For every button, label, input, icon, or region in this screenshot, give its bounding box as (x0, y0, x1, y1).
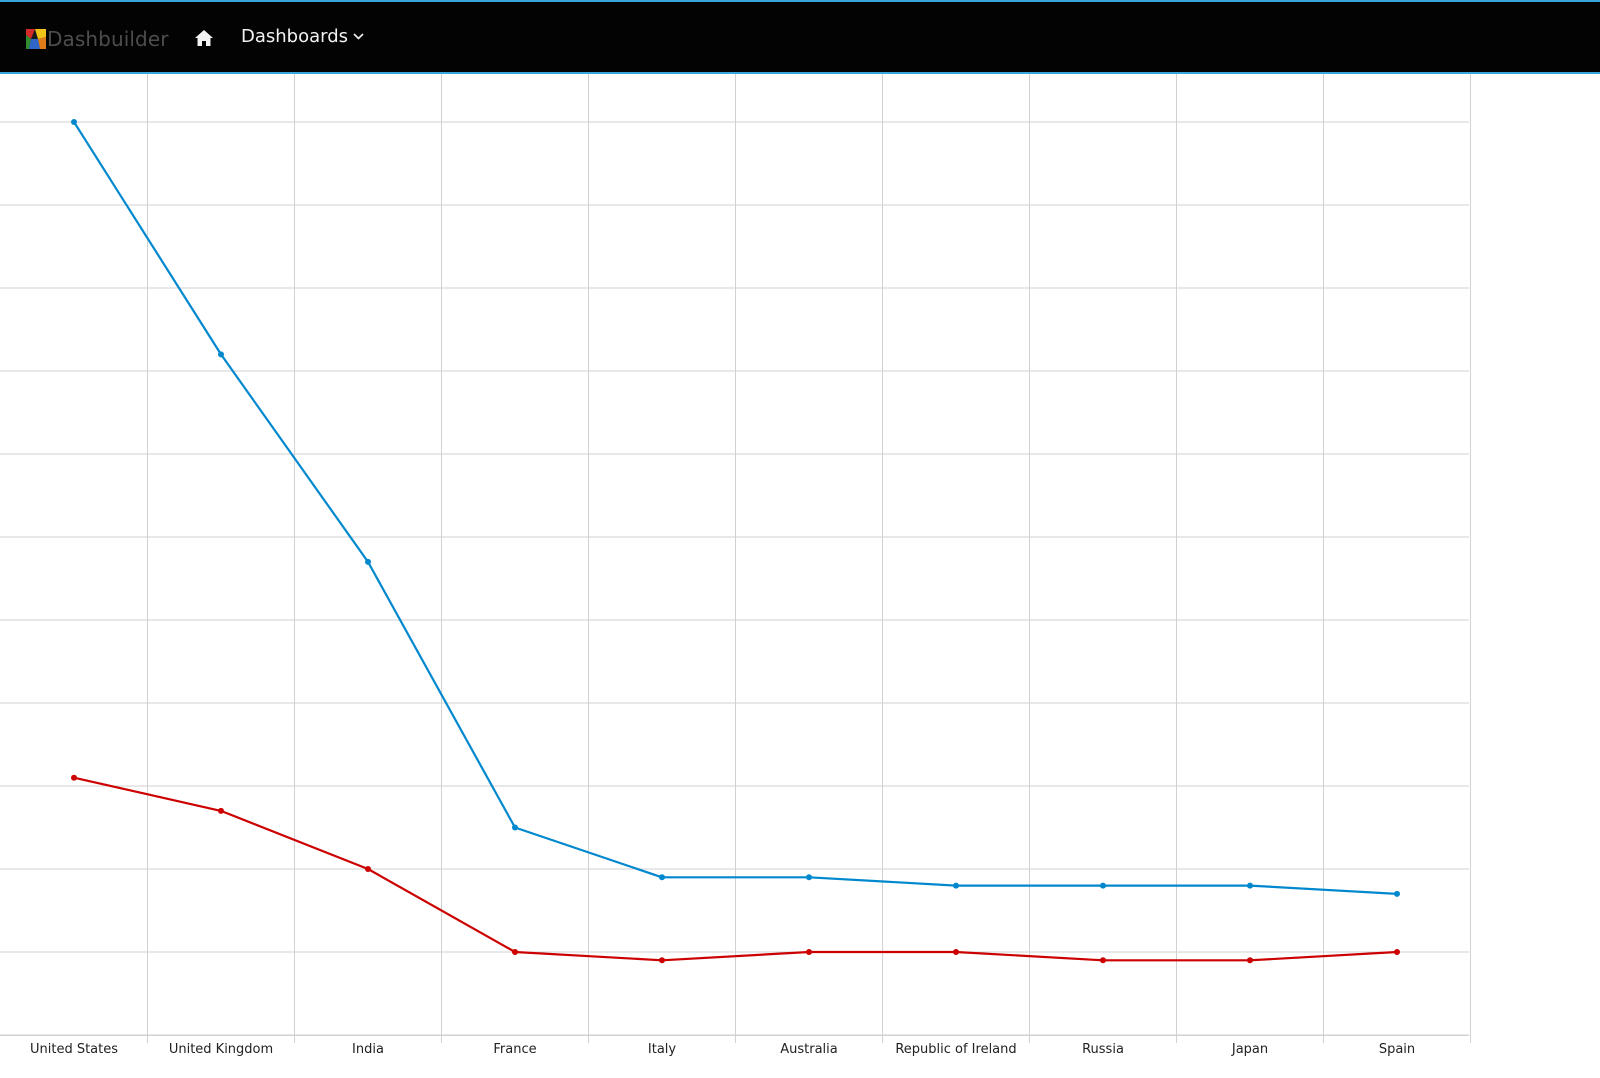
series-2-point (953, 949, 959, 955)
chart-canvas: United States United Kingdom India France It… (0, 74, 1471, 1057)
brand-name: Dashbuilder (47, 27, 169, 51)
series-2-point (512, 949, 518, 955)
x-tick-label: Spain (1379, 1042, 1415, 1057)
x-tick-label: Republic of Ireland (895, 1042, 1016, 1057)
series-1-point (806, 874, 812, 881)
series-1-point (1247, 882, 1253, 889)
x-tick-label: United Kingdom (169, 1042, 273, 1057)
x-tick-label: United States (30, 1042, 118, 1057)
x-tick-label: Japan (1231, 1042, 1268, 1057)
series-2-point (218, 807, 224, 814)
series-line-2 (73, 776, 1398, 962)
series-2-point (1100, 957, 1106, 964)
series-line-1 (73, 121, 1398, 895)
series-1-point (218, 351, 224, 358)
series-1-point (512, 824, 518, 831)
home-icon[interactable] (194, 28, 214, 48)
line-chart: United States United Kingdom India France It… (0, 74, 1600, 1078)
top-navbar: Dashbuilder Dashboards (0, 0, 1600, 74)
dashboards-menu-label: Dashboards (241, 26, 349, 47)
series-1-point (71, 119, 77, 125)
x-tick-label: France (493, 1042, 536, 1057)
series-1-point (659, 874, 665, 881)
series-2-point (806, 949, 812, 955)
series-2-point (365, 866, 371, 872)
x-tick-label: Italy (648, 1042, 677, 1057)
series-2-point (1394, 949, 1400, 955)
series-1-point (1100, 882, 1106, 889)
series-2-point (659, 957, 665, 964)
x-tick-label: Australia (780, 1042, 838, 1057)
dashbuilder-logo-icon (26, 29, 46, 49)
chevron-down-icon (353, 33, 364, 40)
x-tick-label: Russia (1082, 1042, 1124, 1057)
brand-link[interactable]: Dashbuilder (26, 25, 169, 53)
series-1-point (953, 882, 959, 889)
dashboards-menu[interactable]: Dashboards (241, 26, 364, 47)
series-2-point (1247, 957, 1253, 964)
series-2-point (71, 774, 77, 781)
series-1-point (365, 558, 371, 565)
x-tick-label: India (352, 1042, 384, 1057)
series-1-point (1394, 890, 1400, 897)
